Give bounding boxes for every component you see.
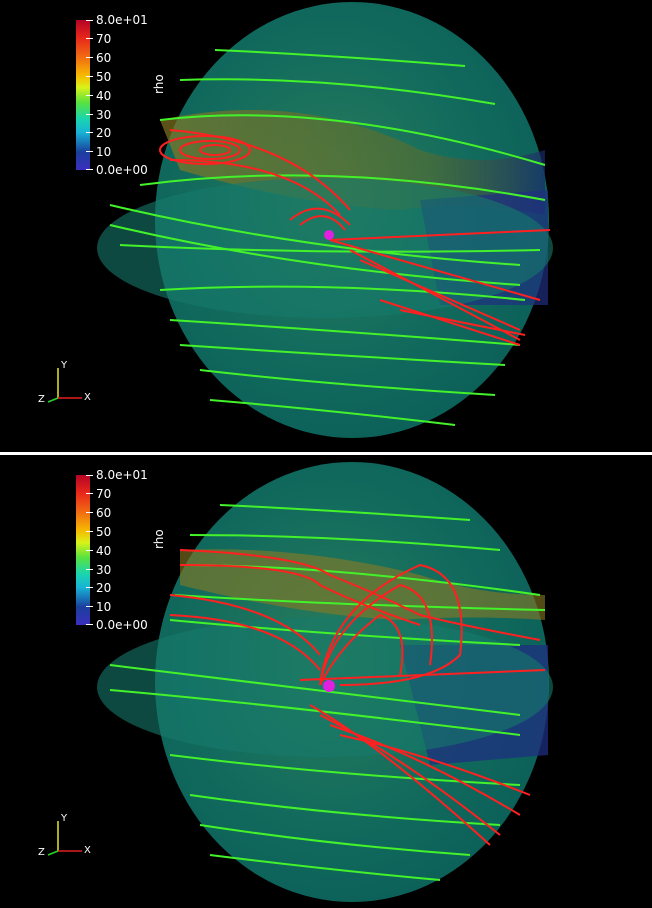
colorbar-tick-30: 30 [96, 108, 112, 122]
planet-bottom [323, 680, 335, 692]
orientation-axes-bottom: Y X Z [38, 813, 98, 865]
axis-z-label: Z [38, 394, 45, 405]
horizontal-slice [97, 178, 553, 318]
magnetosphere-render-bottom [97, 462, 553, 902]
colorbar-tick-50: 50 [96, 525, 112, 539]
colorbar-tick-30: 30 [96, 563, 112, 577]
axis-x-label: X [84, 845, 91, 856]
colorbar-tick-20: 20 [96, 126, 112, 140]
render-view-top[interactable]: 8.0e+01 70 60 50 40 30 20 10 0.0e+00 rho… [0, 0, 652, 452]
panel-divider [0, 452, 652, 455]
colorbar-tick-10: 10 [96, 145, 112, 159]
colorbar-variable-label: rho [152, 529, 166, 549]
closed-field-lines [159, 129, 551, 346]
colorbar-max-label: 8.0e+01 [96, 13, 148, 27]
colorbar-legend-top: 8.0e+01 70 60 50 40 30 20 10 0.0e+00 rho [72, 14, 192, 178]
axis-y-label: Y [61, 360, 68, 371]
render-view-bottom[interactable]: 8.0e+01 70 60 50 40 30 20 10 0.0e+00 rho… [0, 455, 652, 908]
colorbar-tick-10: 10 [96, 600, 112, 614]
colorbar-min-label: 0.0e+00 [96, 163, 148, 177]
closed-field-lines [169, 549, 546, 846]
colorbar-tick-50: 50 [96, 70, 112, 84]
open-field-lines [109, 49, 546, 426]
axis-z-label: Z [38, 847, 45, 858]
colorbar-tick-20: 20 [96, 581, 112, 595]
colorbar-tick-70: 70 [96, 32, 112, 46]
colorbar-tick-40: 40 [96, 544, 112, 558]
colorbar-tick-70: 70 [96, 487, 112, 501]
colorbar-tick-40: 40 [96, 89, 112, 103]
magnetosphere-render-top [97, 2, 553, 438]
colorbar-max-label: 8.0e+01 [96, 468, 148, 482]
planet-top [324, 230, 334, 240]
orientation-axes-top: Y X Z [38, 360, 98, 412]
colorbar-variable-label: rho [152, 74, 166, 94]
colorbar-tick-60: 60 [96, 506, 112, 520]
colorbar-tick-60: 60 [96, 51, 112, 65]
colorbar-legend-bottom: 8.0e+01 70 60 50 40 30 20 10 0.0e+00 rho [72, 469, 192, 633]
axis-y-label: Y [61, 813, 68, 824]
axis-x-label: X [84, 392, 91, 403]
colorbar-min-label: 0.0e+00 [96, 618, 148, 632]
